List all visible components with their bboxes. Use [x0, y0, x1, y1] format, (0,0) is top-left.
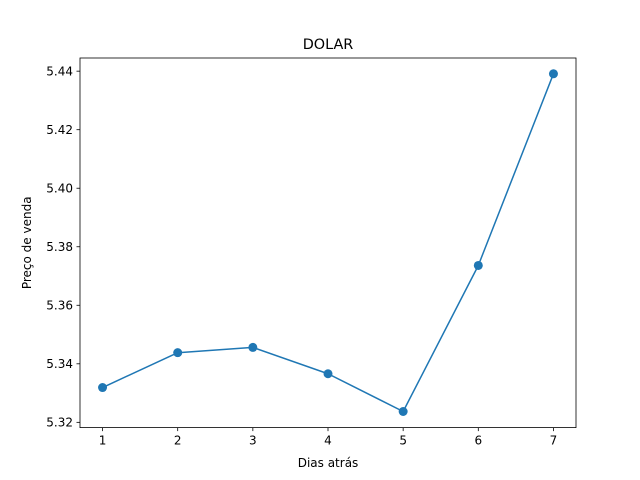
data-point	[398, 407, 408, 417]
x-tick-label: 3	[249, 434, 257, 448]
x-tick-label: 2	[174, 434, 182, 448]
y-tick-label: 5.42	[46, 123, 73, 137]
data-point	[248, 342, 258, 352]
y-tick-label: 5.36	[46, 299, 73, 313]
y-axis-ticks: 5.32 5.34 5.36 5.38 5.40 5.42 5.44	[46, 64, 80, 430]
x-tick-label: 5	[399, 434, 407, 448]
x-axis-label: Dias atrás	[298, 456, 359, 470]
x-tick-label: 4	[324, 434, 332, 448]
y-tick-label: 5.38	[46, 240, 73, 254]
x-axis-ticks: 1 2 3 4 5 6 7	[99, 427, 558, 448]
series-layer	[98, 69, 558, 417]
chart-title: DOLAR	[303, 37, 354, 53]
x-tick-label: 1	[99, 434, 107, 448]
y-tick-label: 5.32	[46, 416, 73, 430]
data-point	[473, 260, 483, 270]
y-axis-label: Preço de venda	[20, 196, 34, 289]
y-tick-label: 5.40	[46, 182, 73, 196]
plot-frame	[79, 57, 577, 429]
y-tick-label: 5.34	[46, 357, 73, 371]
x-tick-label: 6	[474, 434, 482, 448]
x-tick-label: 7	[550, 434, 558, 448]
y-tick-label: 5.44	[46, 64, 73, 78]
data-point	[173, 348, 183, 358]
data-point	[323, 369, 333, 379]
data-point	[98, 383, 108, 393]
data-point	[548, 69, 558, 79]
series-line	[102, 73, 555, 413]
